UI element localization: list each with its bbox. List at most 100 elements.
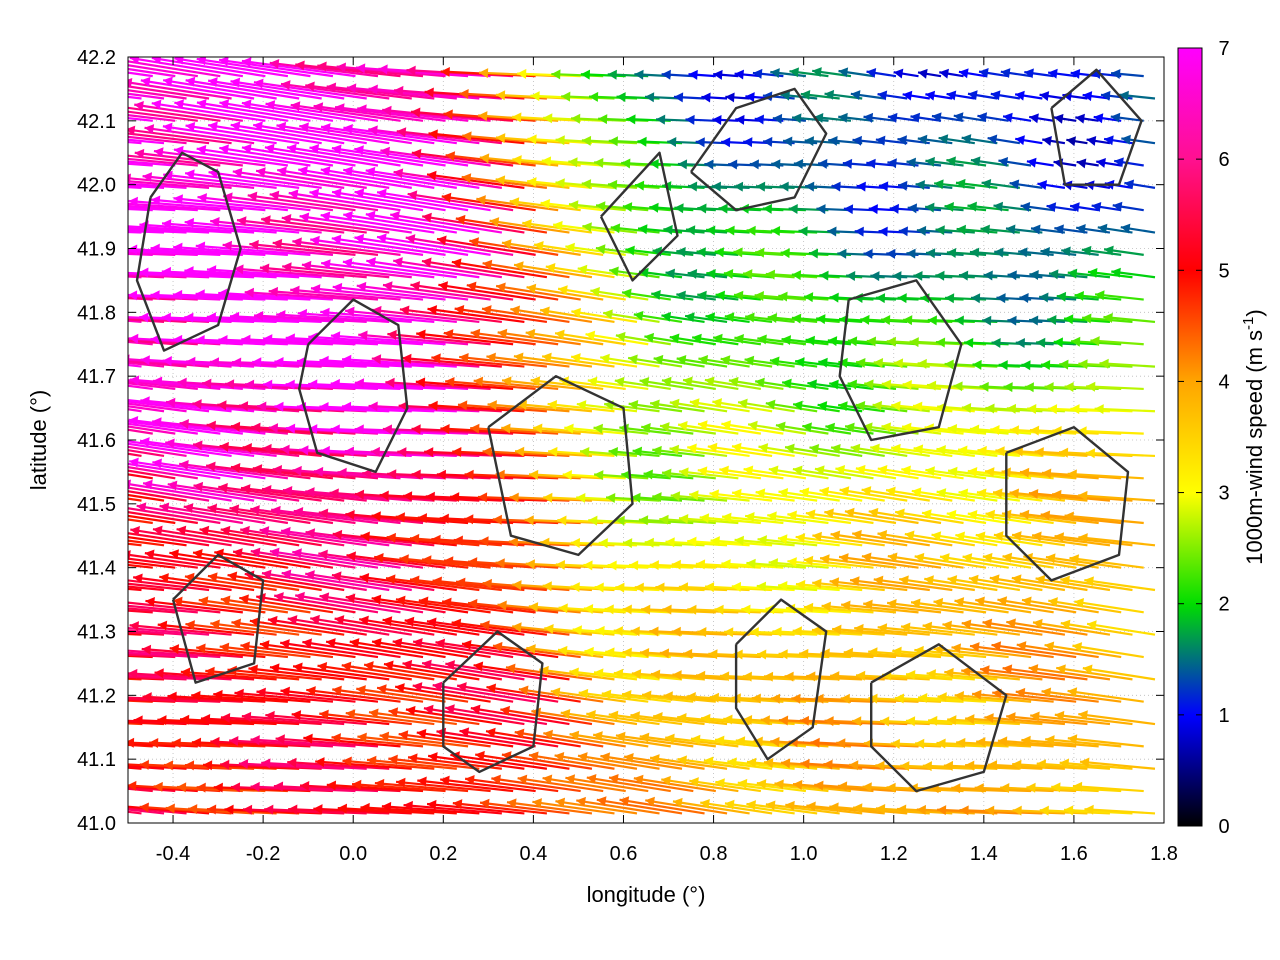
wind-arrow bbox=[305, 570, 412, 592]
wind-arrow bbox=[411, 148, 514, 167]
colorbar: 0 1 2 3 4 5 6 7 1000m-wind speed (m s-1) bbox=[1177, 38, 1267, 838]
wind-arrow bbox=[281, 214, 390, 234]
wind-arrow bbox=[220, 595, 311, 614]
wind-arrow bbox=[586, 774, 671, 793]
x-tick-label: -0.2 bbox=[246, 843, 280, 865]
wind-arrow bbox=[977, 445, 1043, 458]
wind-arrow bbox=[128, 340, 153, 346]
wind-arrow bbox=[887, 112, 919, 123]
wind-arrow bbox=[128, 607, 176, 614]
wind-arrow bbox=[653, 354, 705, 368]
wind-arrow bbox=[341, 354, 457, 368]
y-tick-label: 41.8 bbox=[77, 302, 116, 324]
wind-arrow bbox=[481, 305, 570, 323]
wind-arrow bbox=[816, 314, 863, 325]
wind-arrow bbox=[673, 92, 705, 103]
wind-arrow bbox=[218, 57, 334, 78]
wind-arrow bbox=[970, 156, 1009, 167]
wind-arrow bbox=[590, 286, 649, 301]
wind-arrow bbox=[128, 469, 176, 480]
wind-arrow bbox=[360, 802, 457, 815]
wind-arrow bbox=[595, 201, 649, 212]
wind-arrow bbox=[128, 92, 165, 100]
wind-arrow bbox=[139, 437, 255, 458]
wind-arrow bbox=[715, 778, 784, 793]
wind-arrow bbox=[954, 597, 1032, 614]
wind-arrow bbox=[128, 249, 221, 256]
wind-arrow bbox=[128, 67, 176, 78]
wind-arrow bbox=[128, 89, 187, 100]
wind-arrow bbox=[737, 778, 807, 793]
wind-arrow bbox=[649, 560, 716, 571]
wind-arrow bbox=[207, 572, 300, 592]
wind-arrow bbox=[206, 265, 322, 279]
wind-arrow bbox=[219, 144, 334, 167]
wind-arrow bbox=[819, 554, 897, 569]
wind-arrow bbox=[1021, 735, 1099, 748]
wind-arrow bbox=[875, 135, 908, 146]
wind-arrow bbox=[902, 90, 930, 101]
wind-arrow bbox=[128, 380, 198, 391]
wind-arrow bbox=[293, 507, 401, 525]
wind-arrow bbox=[627, 354, 683, 368]
wind-arrow bbox=[830, 671, 908, 682]
wind-arrow bbox=[1067, 734, 1144, 748]
wind-arrow bbox=[623, 753, 705, 770]
wind-arrow bbox=[487, 400, 570, 413]
wind-arrow bbox=[852, 135, 885, 146]
wind-arrow bbox=[346, 551, 446, 569]
wind-arrow bbox=[951, 643, 1032, 659]
wind-arrow bbox=[403, 800, 502, 815]
colorbar-tick-label: 7 bbox=[1218, 38, 1229, 60]
wind-arrow bbox=[820, 648, 897, 659]
wind-arrow bbox=[1086, 620, 1156, 636]
wind-arrow bbox=[185, 620, 277, 636]
wind-arrow bbox=[1110, 112, 1144, 123]
wind-arrow bbox=[162, 122, 277, 145]
wind-arrow bbox=[239, 594, 334, 614]
wind-arrow bbox=[866, 68, 897, 78]
wind-arrow bbox=[280, 686, 379, 703]
wind-arrow bbox=[368, 125, 480, 145]
y-tick-label: 41.5 bbox=[77, 494, 116, 516]
wind-arrow bbox=[486, 352, 570, 368]
wind-arrow bbox=[1048, 269, 1088, 280]
wind-arrow bbox=[990, 90, 1021, 101]
wind-arrow bbox=[161, 219, 277, 234]
wind-arrow bbox=[282, 262, 390, 279]
wind-arrow bbox=[1031, 531, 1111, 547]
wind-arrow bbox=[787, 557, 852, 569]
wind-arrow bbox=[261, 484, 367, 502]
wind-arrow bbox=[1039, 805, 1110, 816]
wind-arrow bbox=[432, 681, 536, 703]
wind-arrow bbox=[134, 148, 243, 167]
wind-arrow bbox=[977, 112, 1009, 123]
wind-arrow bbox=[207, 503, 311, 525]
wind-arrow bbox=[1111, 267, 1156, 279]
wind-arrow bbox=[385, 377, 491, 391]
wind-arrow bbox=[191, 690, 288, 703]
wind-arrow bbox=[128, 400, 210, 413]
wind-arrow bbox=[185, 76, 300, 100]
wind-arrow bbox=[690, 734, 761, 748]
wind-arrow bbox=[393, 168, 503, 189]
wind-arrow bbox=[167, 691, 266, 703]
wind-arrow bbox=[287, 615, 390, 636]
wind-arrow bbox=[220, 759, 322, 770]
wind-arrow bbox=[436, 235, 536, 256]
wind-arrow bbox=[128, 206, 176, 212]
wind-arrow bbox=[1002, 664, 1088, 681]
wind-arrow bbox=[388, 754, 480, 770]
wind-arrow bbox=[128, 493, 165, 502]
wind-arrow bbox=[363, 661, 457, 681]
wind-arrow bbox=[152, 458, 266, 480]
wind-arrow bbox=[309, 144, 424, 167]
wind-arrow bbox=[313, 804, 412, 815]
wind-arrow bbox=[745, 312, 795, 324]
wind-arrow bbox=[230, 463, 334, 480]
wind-arrow bbox=[345, 509, 446, 525]
wind-arrow bbox=[548, 446, 615, 458]
wind-arrow bbox=[887, 552, 964, 569]
wind-arrow bbox=[236, 216, 345, 234]
wind-arrow bbox=[1000, 68, 1032, 78]
